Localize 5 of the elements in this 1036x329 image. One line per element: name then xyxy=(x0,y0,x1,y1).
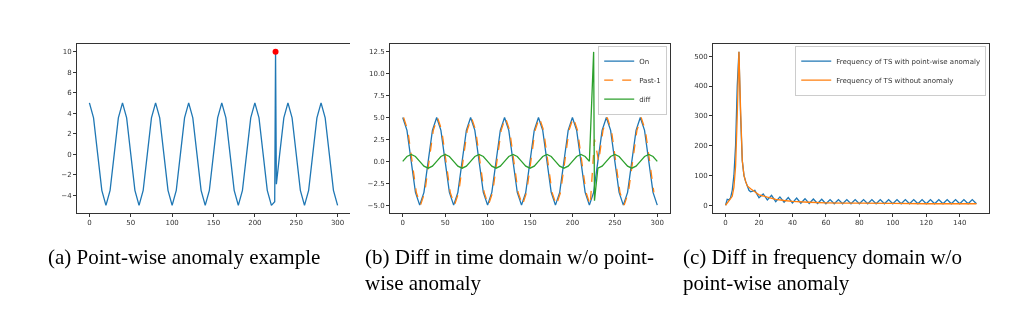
text: (a) Point-wise anomaly example xyxy=(48,244,322,270)
text: (c) Diff in frequency domain w/o point-wise anomaly xyxy=(683,244,963,296)
line-series xyxy=(724,51,978,206)
line-series xyxy=(402,51,658,202)
text: (b) Diff in time domain w/o point-wise anomaly xyxy=(365,245,654,295)
